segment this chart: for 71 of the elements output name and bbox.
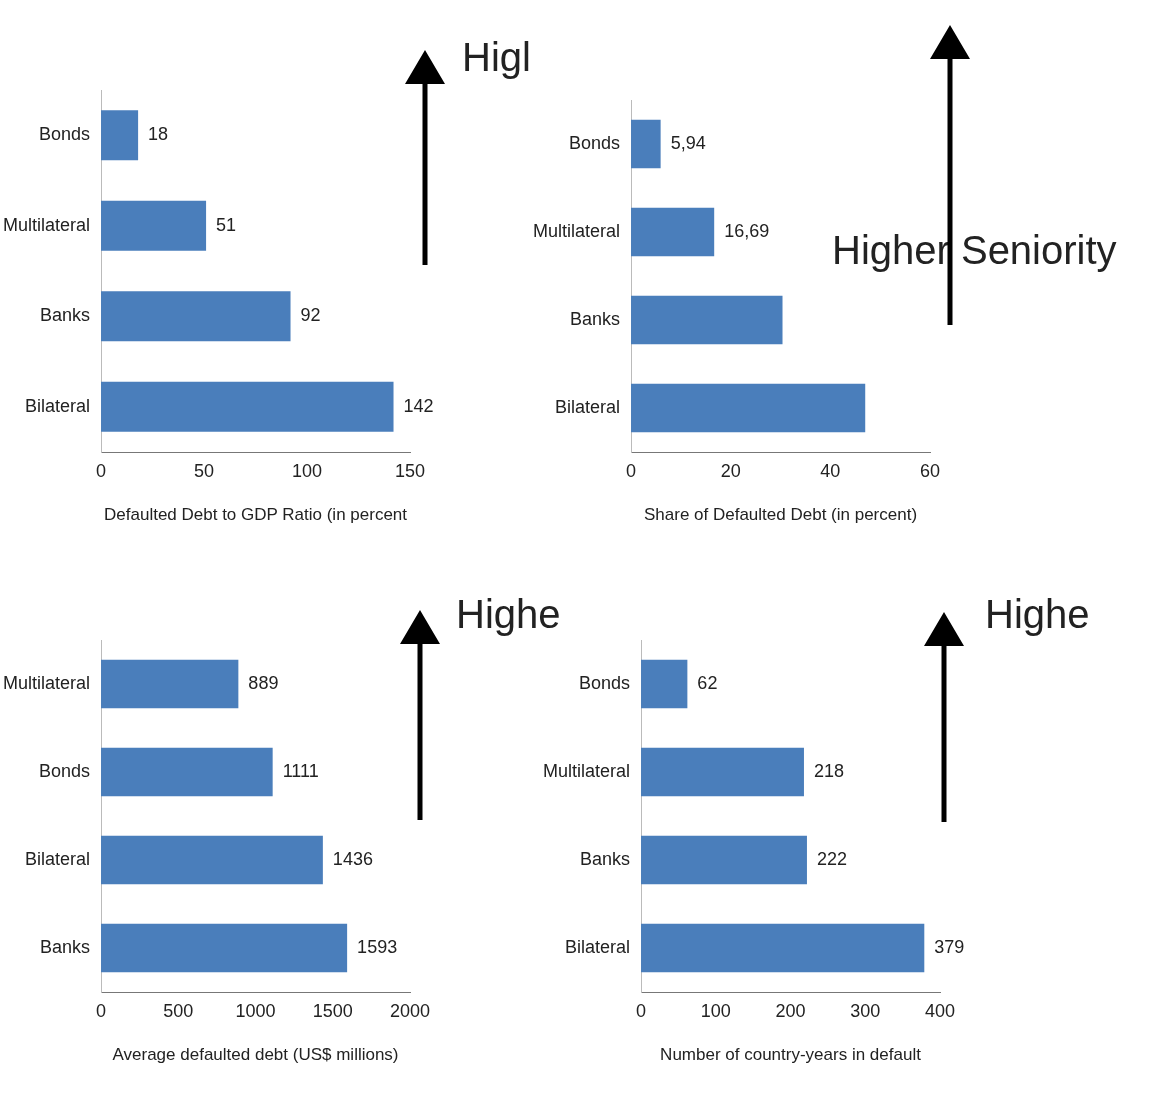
data-label: 92 [300,305,321,326]
bar [101,200,207,251]
bar [631,295,783,345]
x-tick-label: 400 [924,1000,956,1021]
y-tick-label: Bilateral [25,395,91,416]
data-label: 1593 [357,936,398,957]
data-label: 5,94 [670,132,706,153]
y-tick-label: Bilateral [25,848,91,869]
y-tick-label: Multilateral [3,672,91,693]
bar [101,923,348,973]
x-tick-label: 0 [636,1000,647,1021]
x-tick-label: 150 [394,460,426,481]
x-axis-title: Number of country-years in default [660,1045,922,1065]
x-axis-title: Average defaulted debt (US$ millions) [112,1045,399,1065]
text: Higl [462,35,531,80]
y-tick-label: Multilateral [533,220,621,241]
text: Highe [985,592,1090,637]
x-tick-label: 1500 [312,1000,353,1021]
x-tick-label: 0 [96,460,107,481]
x-tick-label: 60 [919,460,941,481]
y-tick-label: Multilateral [3,214,91,235]
x-tick-label: 100 [291,460,323,481]
y-tick-label: Bonds [568,132,621,153]
bar [641,835,807,885]
bar [101,291,291,342]
x-tick-label: 100 [700,1000,731,1021]
y-tick-label: Multilateral [543,760,631,781]
bar [101,381,394,432]
x-tick-label: 2000 [389,1000,431,1021]
data-label: 1111 [282,760,319,781]
data-label: 222 [816,848,847,869]
x-tick-label: 50 [194,460,215,481]
y-tick-label: Bonds [38,760,91,781]
data-label: 142 [403,395,434,416]
data-label: 18 [148,124,169,145]
data-label: 379 [934,936,965,957]
bar [101,659,239,709]
bar [101,835,323,885]
data-label: 62 [697,672,718,693]
x-tick-label: 0 [626,460,637,481]
x-axis-title: Defaulted Debt to GDP Ratio (in percent [104,505,408,525]
y-tick-label: Banks [580,848,631,869]
y-tick-label: Banks [40,936,91,957]
x-tick-label: 1000 [235,1000,276,1021]
y-tick-label: Bilateral [565,936,631,957]
bar [631,383,866,433]
bar [101,110,139,161]
bar [641,659,688,709]
bar [101,747,273,797]
y-tick-label: Bonds [578,672,631,693]
y-tick-label: Banks [570,308,621,329]
x-tick-label: 0 [96,1000,107,1021]
data-label: 218 [813,760,845,781]
y-tick-label: Banks [40,305,91,326]
text: Highe [456,592,561,637]
data-label: 1436 [332,848,373,869]
x-tick-label: 20 [720,460,741,481]
y-tick-label: Bilateral [555,396,621,417]
y-tick-label: Bonds [38,124,91,145]
bar [641,923,925,973]
x-tick-label: 40 [820,460,841,481]
bar [631,207,715,257]
bar [641,747,804,797]
data-label: 889 [248,672,279,693]
bar [631,119,661,169]
data-label: 51 [216,214,237,235]
x-axis-title: Share of Defaulted Debt (in percent) [643,505,918,525]
x-tick-label: 300 [850,1000,881,1021]
data-label: 16,69 [724,220,770,241]
x-tick-label: 200 [775,1000,806,1021]
x-tick-label: 500 [163,1000,194,1021]
